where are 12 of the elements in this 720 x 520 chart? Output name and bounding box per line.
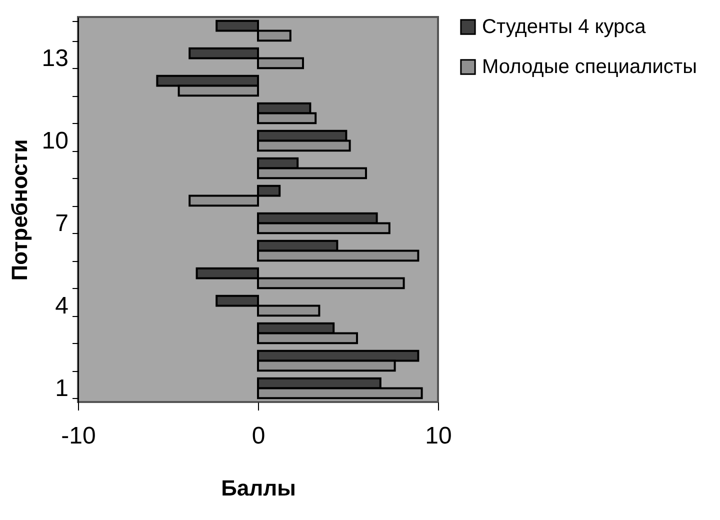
y-tick-label: 1	[55, 374, 68, 402]
legend-label: Студенты 4 курса	[482, 16, 647, 38]
y-tick-label: 10	[42, 127, 68, 154]
x-tick-label: 0	[252, 422, 266, 450]
x-axis-title: Баллы	[221, 476, 296, 500]
y-tick-label: 7	[55, 210, 68, 237]
legend-label: Молодые специалисты	[482, 56, 697, 78]
x-tick-label: -10	[61, 422, 96, 450]
y-axis-title: Потребности	[6, 139, 32, 281]
y-tick-label: 4	[55, 292, 68, 320]
x-tick-label: 10	[425, 422, 452, 450]
y-tick-label: 13	[42, 44, 68, 72]
